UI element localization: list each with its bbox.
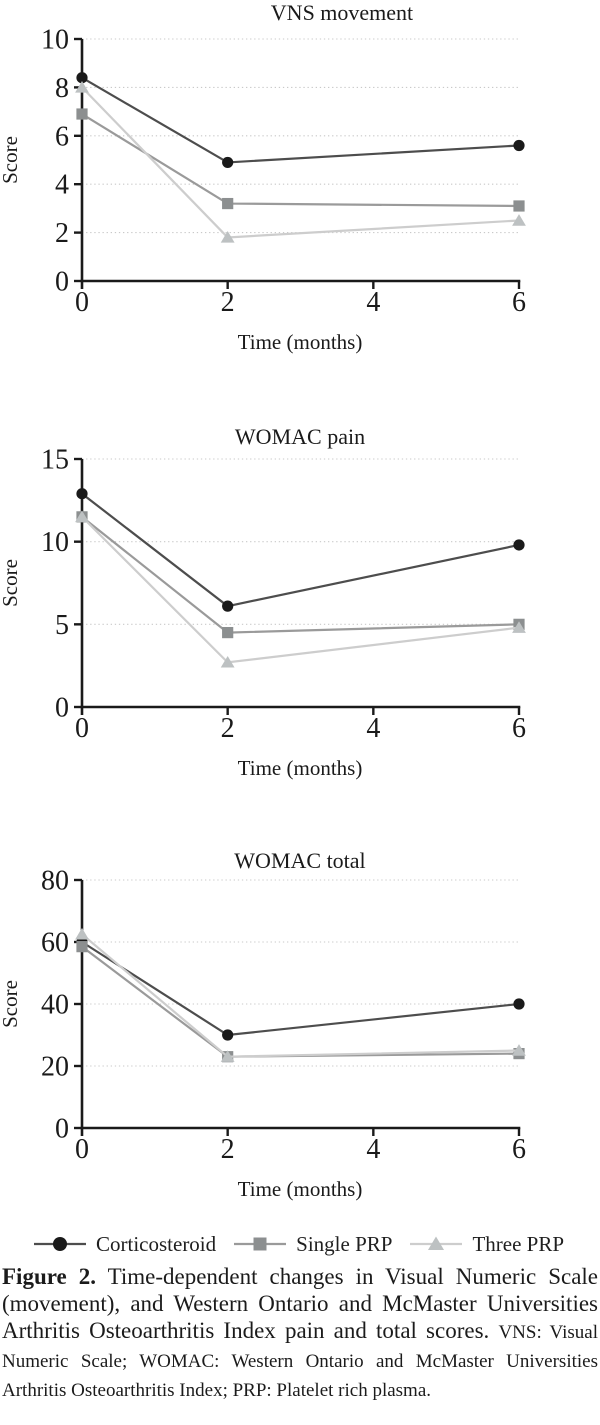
y-axis-label: Score (0, 559, 22, 607)
x-tick-label: 6 (512, 713, 526, 744)
y-tick-label: 4 (55, 170, 69, 201)
data-point-circle (76, 488, 88, 500)
x-tick-label: 2 (221, 1134, 235, 1165)
y-tick-label: 0 (55, 267, 69, 298)
data-point-square (513, 200, 525, 212)
data-point-triangle (220, 231, 235, 243)
series-line-circle (81, 76, 520, 164)
data-point-square (76, 941, 88, 953)
chart-legend: Corticosteroid Single PRP Three PRP (0, 1227, 600, 1261)
data-point-triangle (512, 1044, 526, 1056)
series-line-square (81, 516, 520, 634)
legend-circle (53, 1237, 67, 1251)
data-point-square (222, 197, 234, 210)
x-tick-label: 4 (366, 287, 380, 318)
series-line-triangle (81, 86, 520, 239)
x-tick-label: 0 (75, 1134, 89, 1165)
legend-label-three-prp: Three PRP (472, 1231, 565, 1256)
caption-abbreviations: VNS: Visual Numeric Scale; WOMAC: Wester… (2, 1322, 599, 1401)
y-tick-label: 40 (41, 990, 69, 1021)
series-line-triangle (81, 516, 520, 664)
y-tick-label: 6 (55, 121, 69, 152)
y-tick-label: 15 (41, 445, 69, 476)
y-tick-label: 0 (55, 693, 69, 724)
data-point-circle (513, 539, 525, 551)
data-point-triangle (220, 1050, 235, 1062)
chart-vns-movement: VNS movement 0 2 4 6 8 10 0 2 4 6 Time (months) Scor… (0, 0, 526, 354)
series-line-circle (81, 492, 520, 608)
y-tick-label: 8 (55, 73, 69, 104)
data-point-circle (513, 998, 525, 1010)
data-point-circle (222, 600, 234, 612)
legend-item-corticosteroid: Corticosteroid (33, 1232, 216, 1257)
y-tick-label: 0 (55, 1114, 69, 1145)
legend-item-three-prp: Three PRP (409, 1232, 564, 1257)
y-tick-label: 80 (41, 866, 69, 897)
x-axis-label: Time (months) (238, 330, 363, 354)
data-point-circle (222, 156, 234, 169)
chart-title: WOMAC total (234, 848, 365, 873)
series-line-square (81, 945, 520, 1058)
x-tick-label: 2 (221, 287, 235, 318)
data-point-triangle (512, 621, 526, 633)
x-tick-label: 0 (75, 713, 89, 744)
y-tick-label: 20 (41, 1052, 69, 1083)
data-point-triangle (75, 510, 89, 523)
caption-main-text: Time-dependent changes in Visual Numeric… (2, 1264, 599, 1343)
y-tick-label: 10 (41, 25, 69, 56)
data-point-triangle (512, 214, 526, 226)
legend-item-single-prp: Single PRP (233, 1232, 392, 1257)
data-point-square (76, 108, 88, 120)
legend-triangle (428, 1236, 445, 1250)
corticosteroid-circle-marker-icon (34, 1237, 86, 1251)
y-tick-label: 60 (41, 928, 69, 959)
series-line-square (81, 113, 520, 208)
x-tick-label: 6 (512, 287, 526, 318)
y-tick-label: 5 (55, 610, 69, 641)
y-axis-label: Score (0, 136, 22, 184)
data-point-triangle (75, 81, 89, 93)
data-point-triangle (220, 655, 235, 668)
caption-figure-number: Figure 2. (2, 1264, 96, 1289)
data-point-circle (76, 72, 88, 84)
chart-womac-pain: WOMAC pain 0 5 10 15 0 2 4 6 Time (months) Score (0, 424, 526, 780)
chart-womac-total: WOMAC total 0 20 40 60 80 0 2 4 6 Time (months) Sco… (0, 848, 526, 1201)
figure-caption: Figure 2. Time-dependent changes in Visu… (0, 1263, 600, 1404)
chart-title: VNS movement (271, 0, 413, 25)
x-axis-label: Time (months) (238, 1177, 363, 1201)
data-point-circle (513, 139, 525, 152)
x-tick-label: 2 (221, 713, 235, 744)
y-axis-label: Score (0, 980, 22, 1028)
single-prp-square-marker-icon (234, 1237, 287, 1251)
three-prp-triangle-marker-icon (410, 1236, 463, 1250)
legend-label-single-prp: Single PRP (296, 1231, 393, 1256)
data-point-square (222, 627, 234, 639)
x-axis-label: Time (months) (238, 756, 363, 780)
chart-title: WOMAC pain (235, 424, 365, 449)
legend-label-corticosteroid: Corticosteroid (96, 1231, 217, 1256)
y-tick-label: 2 (55, 218, 69, 249)
data-point-circle (222, 1029, 234, 1041)
y-tick-label: 10 (41, 527, 69, 558)
legend-square (253, 1237, 267, 1251)
data-point-triangle (75, 927, 89, 940)
x-tick-label: 4 (366, 1134, 380, 1165)
x-tick-label: 4 (366, 713, 380, 744)
x-tick-label: 6 (512, 1134, 526, 1165)
x-tick-label: 0 (75, 287, 89, 318)
